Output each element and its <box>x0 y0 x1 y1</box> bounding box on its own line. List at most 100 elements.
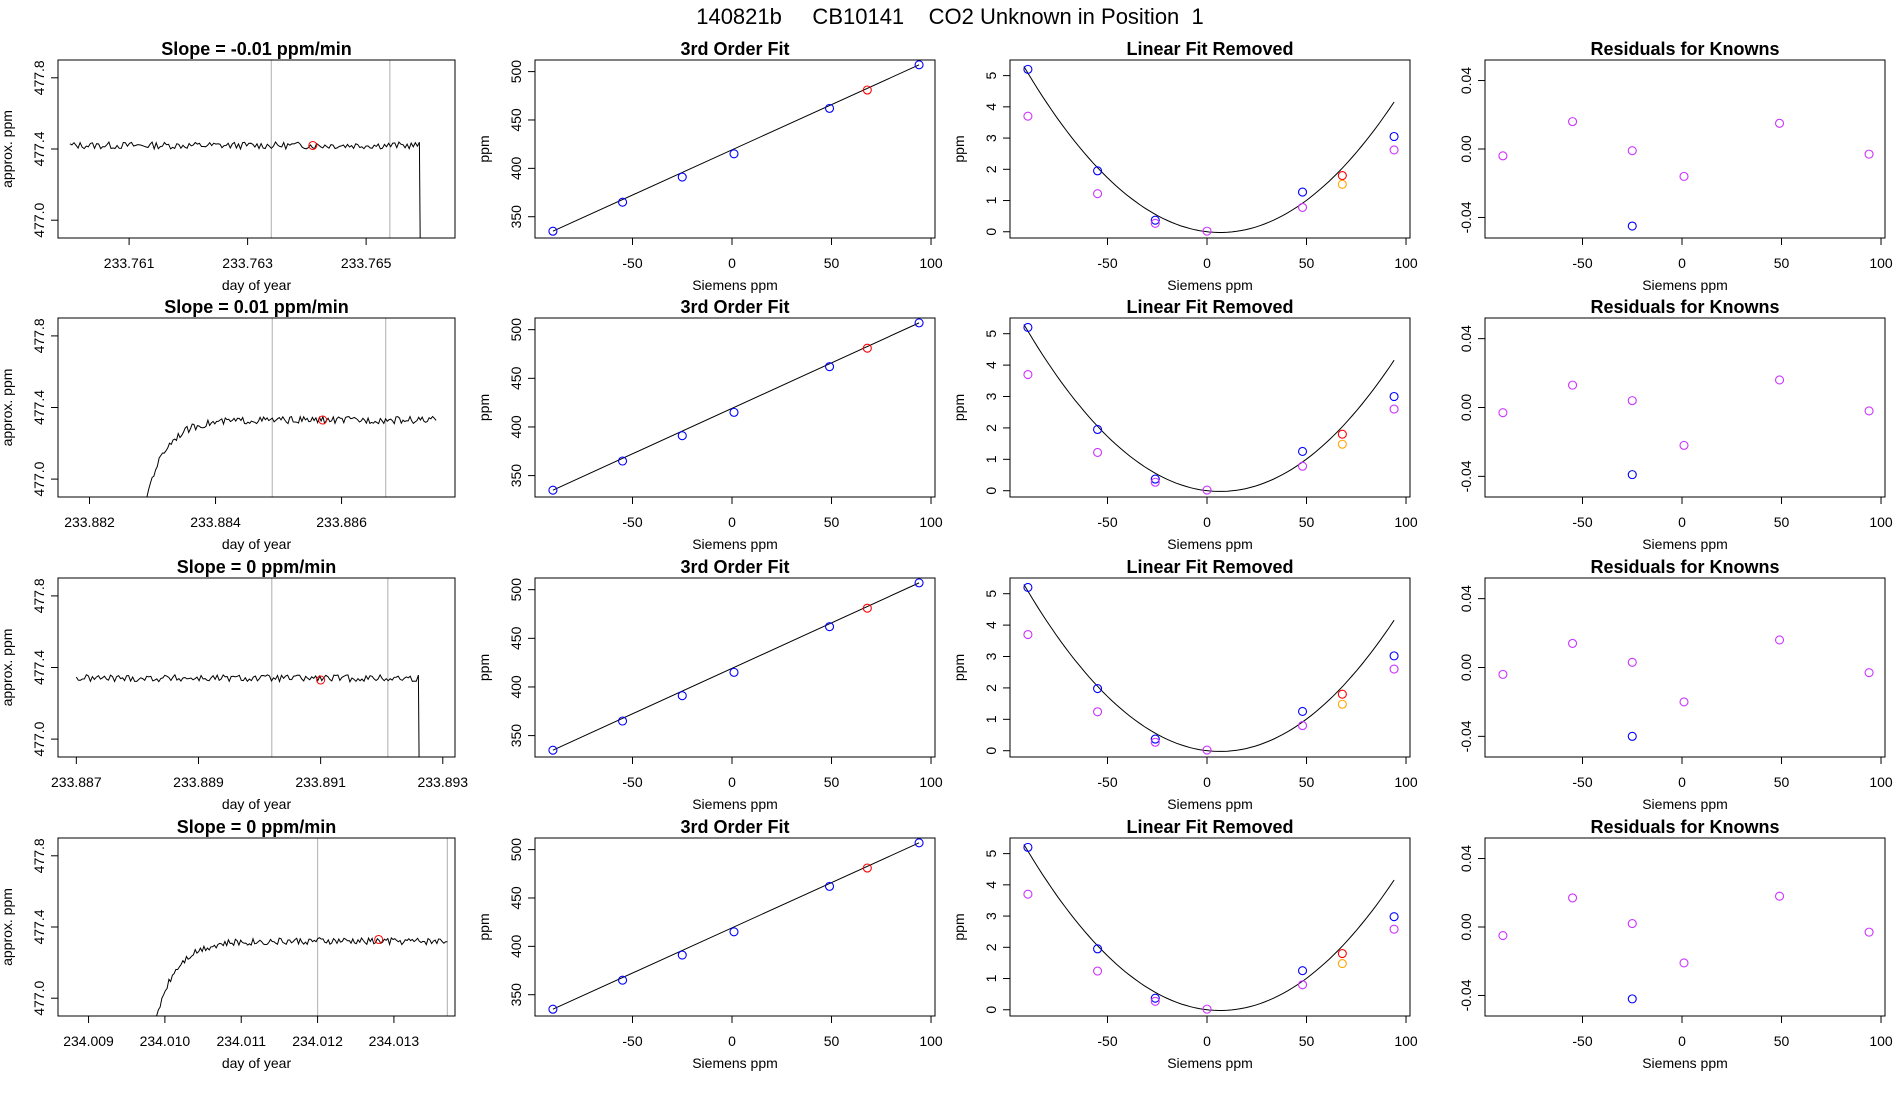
y-tick-label: 0.00 <box>1458 913 1474 940</box>
chart-title: 3rd Order Fit <box>680 557 789 577</box>
chart-title: Slope = 0 ppm/min <box>177 817 337 837</box>
plot-area <box>548 318 924 495</box>
data-point <box>1023 842 1033 852</box>
fit-curve <box>1023 844 1395 1011</box>
x-tick-label: 50 <box>1299 514 1315 530</box>
x-tick-label: 0 <box>728 255 736 271</box>
y-tick-label: 477.0 <box>31 980 47 1015</box>
y-tick-label: 4 <box>983 621 999 629</box>
data-point <box>1337 689 1347 699</box>
x-tick-label: 0 <box>1203 255 1211 271</box>
y-tick-label: 500 <box>508 60 524 84</box>
y-tick-label: 2 <box>983 684 999 692</box>
y-tick-label: 500 <box>508 838 524 862</box>
chart-title: 3rd Order Fit <box>680 817 789 837</box>
x-tick-label: 50 <box>1299 255 1315 271</box>
data-point <box>1297 966 1308 976</box>
y-tick-label: 0.04 <box>1458 585 1474 612</box>
y-axis-label: ppm <box>951 913 967 940</box>
x-tick-label: 100 <box>919 255 943 271</box>
x-tick-label: 233.882 <box>64 514 115 530</box>
x-tick-label: 233.891 <box>295 774 346 790</box>
plot-frame <box>1484 577 1886 758</box>
plot-frame <box>534 317 936 498</box>
data-point <box>1337 429 1347 439</box>
data-point <box>1093 966 1103 976</box>
x-tick-label: -50 <box>622 255 642 271</box>
data-point <box>677 431 687 441</box>
data-point <box>1297 980 1308 990</box>
data-point <box>914 838 924 848</box>
data-point <box>618 716 628 726</box>
chart-title: 3rd Order Fit <box>680 39 789 59</box>
x-tick-label: -50 <box>1572 774 1592 790</box>
data-point <box>1202 745 1212 755</box>
x-tick-label: 50 <box>1774 1033 1790 1049</box>
x-tick-label: 0 <box>1678 514 1686 530</box>
y-tick-label: 400 <box>508 415 524 439</box>
data-point <box>914 578 924 588</box>
chart-panel-13: Slope = 0 ppm/min day of year approx. ppm 2… <box>0 817 456 1071</box>
fit-curve <box>1023 66 1395 233</box>
y-tick-label: 1 <box>983 974 999 982</box>
y-tick-label: 0.00 <box>1458 135 1474 162</box>
data-point <box>1774 891 1785 901</box>
data-point <box>1150 218 1160 228</box>
x-tick-label: 100 <box>919 774 943 790</box>
y-tick-label: 0.04 <box>1458 325 1474 352</box>
data-point <box>729 407 739 417</box>
y-axis-label: approx. ppm <box>0 369 15 447</box>
y-tick-label: 5 <box>983 330 999 338</box>
plot-area <box>69 60 421 238</box>
data-point <box>1627 919 1637 929</box>
data-point <box>677 172 687 182</box>
data-point <box>1093 447 1103 457</box>
data-point <box>1627 731 1637 741</box>
data-point <box>1150 474 1160 484</box>
data-point <box>1150 477 1160 487</box>
data-point <box>1337 439 1347 449</box>
chart-title: Slope = -0.01 ppm/min <box>161 39 352 59</box>
data-point <box>548 1004 558 1014</box>
chart-title: Linear Fit Removed <box>1126 39 1293 59</box>
x-tick-label: -50 <box>1097 255 1117 271</box>
x-tick-label: 233.763 <box>222 255 273 271</box>
data-point <box>1864 927 1874 937</box>
x-axis-label: Siemens ppm <box>1167 1055 1253 1071</box>
x-tick-label: 50 <box>1774 774 1790 790</box>
plot-frame <box>1484 317 1886 498</box>
data-point <box>1679 697 1689 707</box>
chart-panel-9: Slope = 0 ppm/min day of year approx. ppm 2… <box>0 557 468 812</box>
plot-area <box>1023 582 1399 755</box>
data-point <box>1202 485 1212 495</box>
y-tick-label: 450 <box>508 366 524 390</box>
x-tick-label: 0 <box>728 514 736 530</box>
y-tick-label: 450 <box>508 886 524 910</box>
plot-frame <box>1009 317 1411 498</box>
y-tick-label: -0.04 <box>1458 979 1474 1011</box>
x-tick-label: 100 <box>1394 255 1418 271</box>
data-point <box>1389 912 1399 922</box>
marker-point <box>308 140 318 150</box>
y-axis-label: ppm <box>476 654 492 681</box>
x-tick-label: 0 <box>1203 774 1211 790</box>
data-point <box>1774 635 1785 645</box>
plot-area <box>1498 117 1874 231</box>
x-tick-label: 0 <box>1678 1033 1686 1049</box>
x-tick-label: -50 <box>1572 514 1592 530</box>
y-tick-label: 0.00 <box>1458 654 1474 681</box>
data-point <box>1498 931 1508 941</box>
data-point <box>1568 893 1578 903</box>
data-point <box>1297 461 1308 471</box>
x-tick-label: 100 <box>1394 774 1418 790</box>
y-tick-label: 0.04 <box>1458 845 1474 872</box>
plot-area <box>1023 322 1399 495</box>
data-point <box>1297 721 1308 731</box>
y-tick-label: 3 <box>983 652 999 660</box>
y-axis-label: ppm <box>951 394 967 421</box>
chart-title: Slope = 0 ppm/min <box>177 557 337 577</box>
y-tick-label: 5 <box>983 72 999 80</box>
y-tick-label: -0.04 <box>1458 460 1474 492</box>
